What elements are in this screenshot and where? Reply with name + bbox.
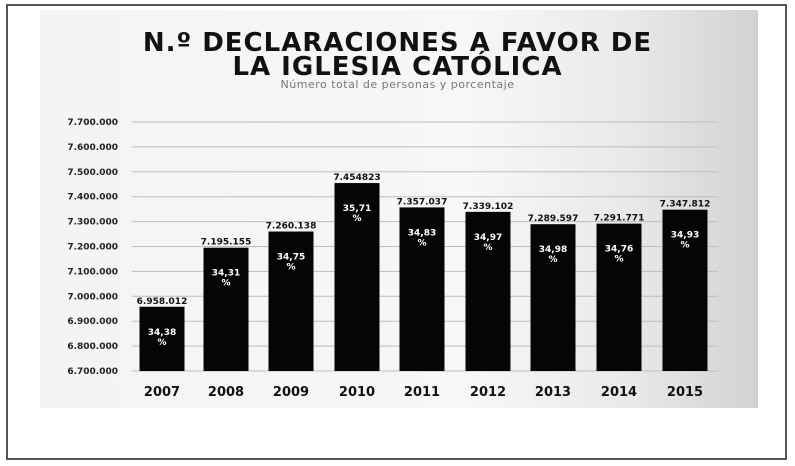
bar-percent-unit: % [286,263,295,273]
bar-percent-label: 34,31 [212,269,240,279]
bar-percent-unit: % [352,214,361,224]
bar-value-label: 7.347.812 [660,200,711,210]
bar-percent-label: 35,71 [343,204,371,214]
x-tick-label: 2011 [404,385,440,400]
bar-percent-label: 34,98 [539,245,567,255]
y-tick-label: 7.200.000 [67,243,118,253]
bar-value-label: 7.260.138 [266,222,317,232]
bar-percent-unit: % [680,241,689,251]
bar-value-label: 7.195.155 [201,238,252,248]
x-tick-label: 2013 [535,385,571,400]
bar [203,247,249,371]
y-tick-label: 6.800.000 [67,342,118,352]
y-tick-label: 6.900.000 [67,317,118,327]
chart-subtitle: Número total de personas y porcentaje [280,78,515,91]
bar-value-label: 7.291.771 [594,214,645,224]
bar-percent-unit: % [157,338,166,348]
bar-value-label: 6.958.012 [137,297,188,307]
bar-percent-label: 34,97 [474,233,502,243]
chart-title-line-1: N.º DECLARACIONES A FAVOR DE [142,28,653,58]
bar-percent-unit: % [483,243,492,253]
y-tick-label: 7.400.000 [67,193,118,203]
y-tick-label: 7.700.000 [67,118,118,128]
bar [399,207,445,371]
x-tick-label: 2012 [470,385,506,400]
bar-value-label: 7.454823 [333,173,380,183]
y-tick-label: 7.500.000 [67,168,118,178]
x-tick-label: 2008 [208,385,244,400]
bar [139,306,185,371]
y-tick-label: 7.100.000 [67,267,118,277]
bar [268,231,314,371]
bar-percent-label: 34,75 [277,253,305,263]
bar [334,183,380,371]
y-tick-label: 6.700.000 [67,367,118,377]
bar-percent-unit: % [221,279,230,289]
x-tick-label: 2010 [339,385,375,400]
bar-percent-label: 34,38 [148,328,176,338]
bar-percent-label: 34,83 [408,228,436,238]
bar-percent-unit: % [614,255,623,265]
bar-percent-label: 34,93 [671,231,699,241]
x-tick-label: 2014 [601,385,637,400]
bar-value-label: 7.289.597 [528,214,579,224]
bar-value-label: 7.339.102 [463,202,514,212]
y-tick-label: 7.300.000 [67,218,118,228]
bar [530,224,576,371]
y-tick-label: 7.000.000 [67,292,118,302]
bar-percent-unit: % [548,255,557,265]
bar-percent-label: 34,76 [605,245,633,255]
x-tick-label: 2007 [144,385,180,400]
x-tick-label: 2015 [667,385,703,400]
bar [662,209,708,371]
bar [596,223,642,371]
bar [465,211,511,371]
x-tick-label: 2009 [273,385,309,400]
y-tick-label: 7.600.000 [67,143,118,153]
chart-title-line-2: LA IGLESIA CATÓLICA [232,52,563,82]
bar-percent-unit: % [417,238,426,248]
bar-value-label: 7.357.037 [397,197,448,207]
